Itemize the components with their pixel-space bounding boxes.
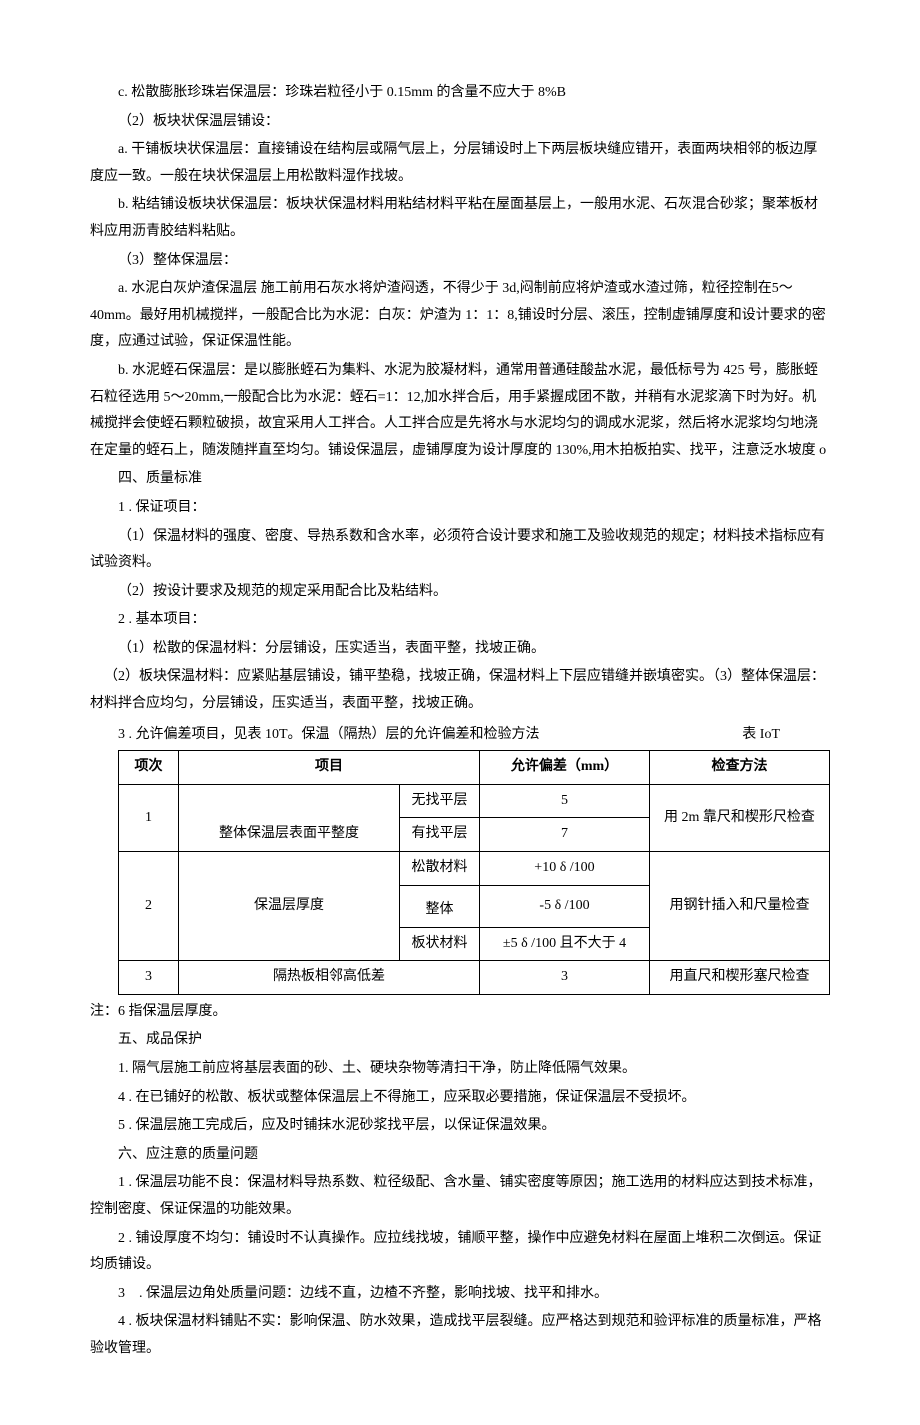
para-6-1: 1 . 保温层功能不良：保温材料导热系数、粒径级配、含水量、铺实密度等原因；施工… [90,1170,830,1223]
cell-method: 用钢针插入和尺量检查 [650,852,830,961]
para-s3: （3）整体保温层： [90,248,830,275]
cell-val: 7 [480,818,650,852]
para-c: c. 松散膨胀珍珠岩保温层：珍珠岩粒径小于 0.15mm 的含量不应大于 8%B [90,80,830,107]
col-seq: 项次 [119,751,179,785]
heading-5: 五、成品保护 [90,1027,830,1054]
para-b3: b. 水泥蛭石保温层：是以膨胀蛭石为集料、水泥为胶凝材料，通常用普通硅酸盐水泥，… [90,358,830,464]
para-6-3: 3 . 保温层边角处质量问题：边线不直，边楂不齐整，影响找坡、找平和排水。 [90,1281,830,1308]
cell-method: 用直尺和楔形塞尺检查 [650,961,830,995]
cell-item: 保温层厚度 [179,852,400,961]
cell-sub: 松散材料 [400,852,480,886]
cell-method: 用 2m 靠尺和楔形尺检查 [650,784,830,851]
para-a3: a. 水泥白灰炉渣保温层 施工前用石灰水将炉渣闷透，不得少于 3d,闷制前应将炉… [90,276,830,356]
cell-sub: 整体 [400,885,480,927]
cell-val: 3 [480,961,650,995]
para-4-1-2: （2）按设计要求及规范的规定采用配合比及粘结料。 [90,579,830,606]
col-method: 检查方法 [650,751,830,785]
tolerance-table: 项次 项目 允许偏差（mm） 检查方法 1 整体保温层表面平整度 无找平层 5 … [118,750,830,995]
cell-val: 5 [480,784,650,818]
para-6-4: 4 . 板块保温材料铺贴不实：影响保温、防水效果，造成找平层裂缝。应严格达到规范… [90,1309,830,1362]
para-5-1: 1. 隔气层施工前应将基层表面的砂、土、硬块杂物等清扫干净，防止降低隔气效果。 [90,1056,830,1083]
cell-val: +10 δ /100 [480,852,650,886]
cell-sub: 有找平层 [400,818,480,852]
table-row: 2 保温层厚度 松散材料 +10 δ /100 用钢针插入和尺量检查 [119,852,830,886]
cell-val: -5 δ /100 [480,885,650,927]
para-6-2: 2 . 铺设厚度不均匀：铺设时不认真操作。应拉线找坡，铺顺平整，操作中应避免材料… [90,1226,830,1279]
para-4-2-1: （1）松散的保温材料：分层铺设，压实适当，表面平整，找坡正确。 [90,636,830,663]
cell-seq: 3 [119,961,179,995]
cell-item: 整体保温层表面平整度 [179,784,400,851]
para-4-2: 2 . 基本项目： [90,607,830,634]
cell-item: 隔热板相邻高低差 [179,961,480,995]
heading-6: 六、应注意的质量问题 [90,1142,830,1169]
heading-4: 四、质量标准 [90,466,830,493]
cell-seq: 1 [119,784,179,851]
table-row: 3 隔热板相邻高低差 3 用直尺和楔形塞尺检查 [119,961,830,995]
table-row: 1 整体保温层表面平整度 无找平层 5 用 2m 靠尺和楔形尺检查 [119,784,830,818]
para-4-1: 1 . 保证项目： [90,495,830,522]
col-item: 项目 [179,751,480,785]
col-tolerance: 允许偏差（mm） [480,751,650,785]
para-4-2-2: （2）板块保温材料：应紧贴基层铺设，铺平垫稳，找坡正确，保温材料上下层应错缝并嵌… [90,664,830,717]
table-caption-right: 表 IoT [742,722,830,749]
para-a2: a. 干铺板块状保温层：直接铺设在结构层或隔气层上，分层铺设时上下两层板块缝应错… [90,137,830,190]
para-s2: （2）板块状保温层铺设： [90,109,830,136]
para-5-4: 4 . 在已铺好的松散、板状或整体保温层上不得施工，应采取必要措施，保证保温层不… [90,1085,830,1112]
table-note: 注：6 指保温层厚度。 [90,999,830,1026]
table-header-row: 项次 项目 允许偏差（mm） 检查方法 [119,751,830,785]
cell-sub: 板状材料 [400,927,480,961]
para-4-1-1: （1）保温材料的强度、密度、导热系数和含水率，必须符合设计要求和施工及验收规范的… [90,524,830,577]
table-caption-left: 3 . 允许偏差项目，见表 10T。保温（隔热）层的允许偏差和检验方法 [118,722,540,749]
cell-sub: 无找平层 [400,784,480,818]
para-b2: b. 粘结铺设板块状保温层：板块状保温材料用粘结材料平粘在屋面基层上，一般用水泥… [90,192,830,245]
cell-seq: 2 [119,852,179,961]
para-5-5: 5 . 保温层施工完成后，应及时铺抹水泥砂浆找平层，以保证保温效果。 [90,1113,830,1140]
cell-val: ±5 δ /100 且不大于 4 [480,927,650,961]
